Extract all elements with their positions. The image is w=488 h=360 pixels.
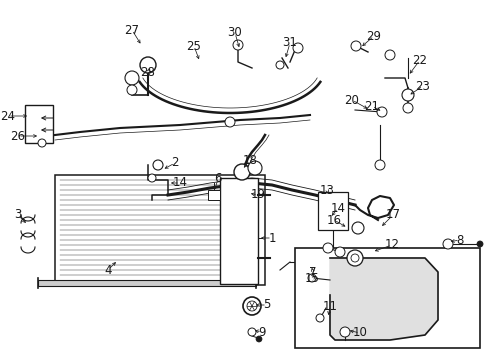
Circle shape xyxy=(346,250,362,266)
Text: 30: 30 xyxy=(227,27,242,40)
Circle shape xyxy=(275,61,284,69)
Text: 3: 3 xyxy=(14,208,21,221)
Circle shape xyxy=(334,247,345,257)
Text: 29: 29 xyxy=(366,30,381,42)
Text: 14: 14 xyxy=(330,202,345,215)
Text: 19: 19 xyxy=(250,189,265,202)
Text: 11: 11 xyxy=(322,300,337,312)
Circle shape xyxy=(292,43,303,53)
Text: 18: 18 xyxy=(242,153,257,166)
Circle shape xyxy=(247,161,262,175)
Circle shape xyxy=(247,328,256,336)
Circle shape xyxy=(232,40,243,50)
Circle shape xyxy=(140,57,156,73)
Circle shape xyxy=(315,314,324,322)
Text: 12: 12 xyxy=(384,238,399,252)
Circle shape xyxy=(256,336,262,342)
Text: 15: 15 xyxy=(304,273,319,285)
Circle shape xyxy=(224,117,235,127)
Text: 24: 24 xyxy=(0,109,16,122)
Circle shape xyxy=(153,160,163,170)
Text: 27: 27 xyxy=(124,23,139,36)
Circle shape xyxy=(127,85,137,95)
Circle shape xyxy=(38,139,46,147)
Text: 7: 7 xyxy=(308,266,316,279)
Circle shape xyxy=(307,274,315,282)
Text: 28: 28 xyxy=(140,67,155,80)
Bar xyxy=(294,248,479,348)
Circle shape xyxy=(351,222,363,234)
Bar xyxy=(207,190,220,200)
Circle shape xyxy=(442,239,452,249)
Circle shape xyxy=(402,103,412,113)
Text: 4: 4 xyxy=(104,264,112,276)
Text: 31: 31 xyxy=(282,36,297,49)
Circle shape xyxy=(401,89,413,101)
Text: 2: 2 xyxy=(171,157,179,170)
Circle shape xyxy=(328,258,336,266)
Circle shape xyxy=(246,301,257,311)
Text: 26: 26 xyxy=(10,130,25,143)
Circle shape xyxy=(374,160,384,170)
Circle shape xyxy=(323,243,332,253)
Text: 5: 5 xyxy=(263,298,270,311)
Circle shape xyxy=(148,174,156,182)
Text: 1: 1 xyxy=(268,231,275,244)
Bar xyxy=(317,192,347,230)
Text: 14: 14 xyxy=(172,176,187,189)
Text: 22: 22 xyxy=(412,54,427,67)
Text: 25: 25 xyxy=(186,40,201,53)
Text: 9: 9 xyxy=(258,325,265,338)
Circle shape xyxy=(476,241,482,247)
Text: 10: 10 xyxy=(352,327,366,339)
Text: 23: 23 xyxy=(415,80,429,93)
Text: 13: 13 xyxy=(319,184,334,197)
Text: 6: 6 xyxy=(214,172,221,185)
Bar xyxy=(220,178,258,284)
Text: 21: 21 xyxy=(364,99,379,112)
Text: 8: 8 xyxy=(455,234,463,247)
Text: 16: 16 xyxy=(326,213,341,226)
Circle shape xyxy=(339,327,349,337)
Circle shape xyxy=(376,107,386,117)
Bar xyxy=(55,175,264,285)
Bar xyxy=(38,280,256,286)
Text: 17: 17 xyxy=(385,208,400,221)
Circle shape xyxy=(234,164,249,180)
Circle shape xyxy=(384,50,394,60)
Circle shape xyxy=(243,297,261,315)
Text: 20: 20 xyxy=(344,94,359,107)
Circle shape xyxy=(125,71,139,85)
Circle shape xyxy=(350,41,360,51)
Bar xyxy=(25,105,53,143)
Polygon shape xyxy=(329,258,437,340)
Circle shape xyxy=(350,254,358,262)
